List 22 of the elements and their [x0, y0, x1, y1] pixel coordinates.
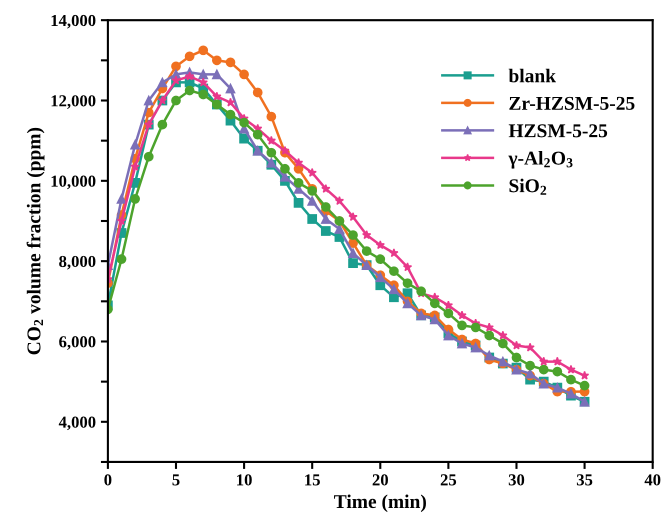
legend-label: SiO$_{2}$ [509, 178, 546, 195]
x-tick-label: 15 [305, 474, 320, 486]
y-tick-label: 12,000 [52, 95, 96, 109]
y-tick-label: 10,000 [52, 176, 96, 190]
x-tick-label: 40 [644, 474, 660, 486]
x-tick-label: 5 [172, 474, 180, 486]
x-tick-label: 25 [440, 474, 456, 486]
legend-label: Zr-HZSM-5-25 [509, 96, 634, 110]
x-axis-title: Time (min) [334, 494, 426, 512]
x-tick-label: 20 [372, 474, 388, 486]
y-tick-label: 6,000 [59, 336, 96, 350]
y-axis-title: CO$_{2}$ volume fraction (ppm) [26, 128, 44, 354]
x-tick-label: 10 [237, 474, 252, 486]
y-tick-label: 4,000 [58, 416, 96, 430]
legend-label: γ-Al$_{2}$O$_{3}$ [508, 151, 572, 169]
y-tick-label: 8,000 [59, 256, 96, 270]
x-tick-label: 0 [104, 474, 112, 486]
x-tick-label: 35 [576, 474, 592, 486]
legend-label: blank [508, 68, 556, 82]
legend-label: HZSM-5-25 [508, 124, 608, 138]
x-tick-label: 30 [508, 474, 524, 486]
y-tick-label: 14,000 [52, 14, 96, 29]
